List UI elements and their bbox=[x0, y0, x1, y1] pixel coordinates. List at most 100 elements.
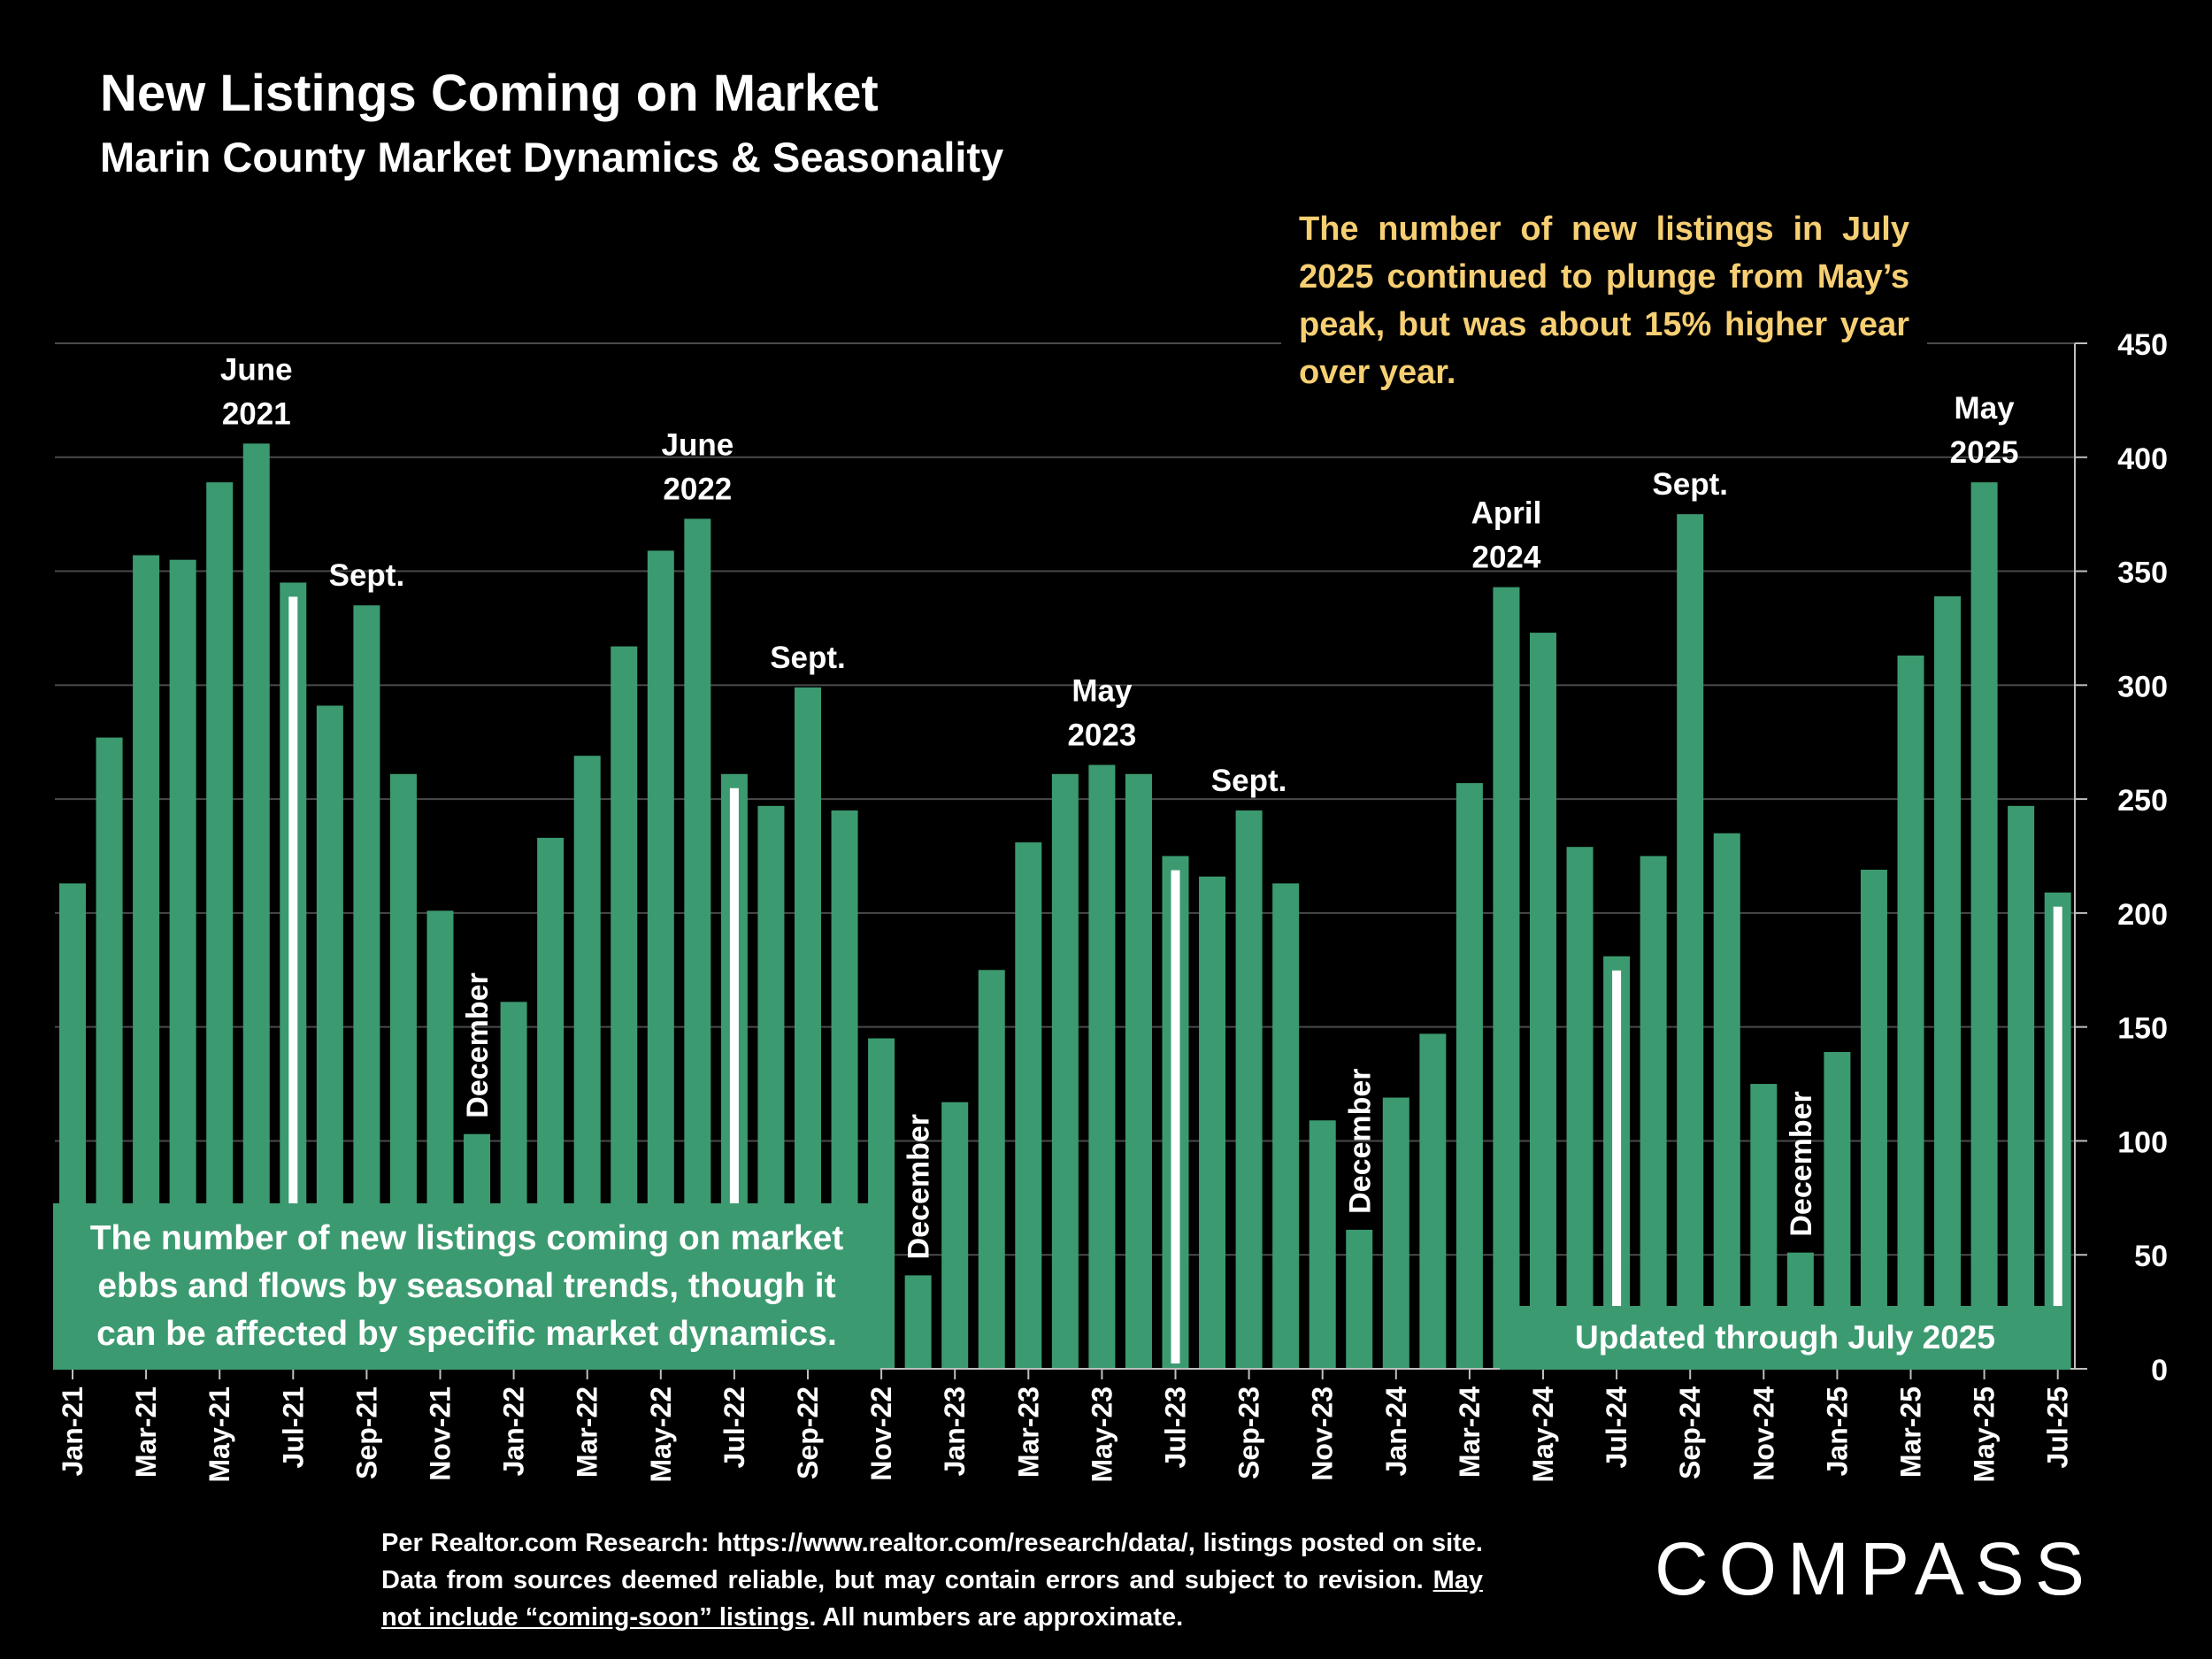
bar-Apr-24 bbox=[1493, 587, 1520, 1369]
x-tick-label-Sep-22: Sep-22 bbox=[792, 1386, 824, 1479]
y-tick-label-100: 100 bbox=[2117, 1125, 2168, 1159]
annotation-Dec-23: December bbox=[1343, 1068, 1377, 1213]
page-title: New Listings Coming on Market bbox=[100, 65, 879, 122]
updated-label: Updated through July 2025 bbox=[1500, 1306, 2070, 1370]
x-tick-label-May-24: May-24 bbox=[1527, 1386, 1559, 1483]
footnote-underlined: May not include “coming-soon” listings bbox=[381, 1566, 1483, 1632]
annotation-May-23-line-0: May bbox=[1071, 673, 1133, 708]
annotation-Dec-22: December bbox=[902, 1114, 936, 1259]
bar-Jun-24 bbox=[1566, 847, 1594, 1369]
x-tick-label-Jul-25: Jul-25 bbox=[2042, 1386, 2074, 1468]
annotation-Jun-22-line-0: June bbox=[661, 427, 733, 462]
highlight-stripe-Jul-22 bbox=[729, 787, 739, 1363]
bar-Oct-24 bbox=[1713, 833, 1740, 1369]
x-tick-label-Jul-24: Jul-24 bbox=[1601, 1386, 1632, 1469]
bar-May-23 bbox=[1088, 764, 1116, 1369]
y-tick-label-350: 350 bbox=[2117, 557, 2168, 590]
annotation-May-25-line-0: May bbox=[1955, 391, 2016, 426]
annotation-Apr-24-line-1: 2024 bbox=[1472, 541, 1541, 575]
bar-Oct-23 bbox=[1272, 883, 1300, 1369]
x-tick-label-Jan-21: Jan-21 bbox=[57, 1386, 88, 1476]
annotation-Dec-24: December bbox=[1785, 1091, 1818, 1236]
x-tick-label-Mar-25: Mar-25 bbox=[1895, 1386, 1927, 1478]
y-tick-label-400: 400 bbox=[2117, 442, 2168, 476]
bar-Aug-23 bbox=[1199, 876, 1226, 1369]
x-tick-label-May-23: May-23 bbox=[1086, 1386, 1118, 1483]
axes: 0 50 100 150 200 250 300 350 400 450 Jan-21 Mar-21 M… bbox=[55, 328, 2168, 1483]
bar-Dec-22 bbox=[904, 1275, 932, 1369]
annotation-Apr-24-line-0: April bbox=[1471, 496, 1542, 531]
bar-May-25 bbox=[1970, 482, 1998, 1369]
seasonality-note: The number of new listings coming on mar… bbox=[53, 1203, 880, 1370]
bar-Jan-24 bbox=[1382, 1097, 1409, 1369]
x-tick-label-Jul-21: Jul-21 bbox=[277, 1386, 309, 1468]
x-tick-label-Jul-22: Jul-22 bbox=[718, 1386, 750, 1468]
x-tick-label-Sep-24: Sep-24 bbox=[1674, 1386, 1706, 1479]
bar-Feb-25 bbox=[1860, 869, 1887, 1369]
page-subtitle: Marin County Market Dynamics & Seasonali… bbox=[100, 134, 1004, 180]
x-tick-label-Jan-24: Jan-24 bbox=[1380, 1386, 1412, 1477]
x-tick-label-Jan-23: Jan-23 bbox=[939, 1386, 971, 1476]
bar-Mar-23 bbox=[1015, 842, 1042, 1369]
annotation-Jun-22-line-1: 2022 bbox=[663, 472, 732, 506]
compass-logo: COMPASS bbox=[1655, 1527, 2095, 1610]
y-tick-label-300: 300 bbox=[2117, 670, 2168, 703]
x-tick-label-Jan-22: Jan-22 bbox=[498, 1386, 530, 1476]
bar-Jan-23 bbox=[941, 1102, 969, 1369]
footnote-text-2: . All numbers are approximate. bbox=[809, 1603, 1184, 1632]
x-tick-label-Sep-23: Sep-23 bbox=[1233, 1386, 1265, 1479]
x-tick-label-Nov-21: Nov-21 bbox=[425, 1386, 457, 1481]
x-tick-label-Nov-23: Nov-23 bbox=[1307, 1386, 1339, 1481]
x-tick-label-May-22: May-22 bbox=[645, 1386, 677, 1483]
bar-Jun-25 bbox=[2008, 805, 2035, 1369]
bar-Feb-24 bbox=[1419, 1033, 1447, 1369]
bar-Nov-23 bbox=[1309, 1120, 1336, 1369]
annotation-Sep-22-line-0: Sept. bbox=[770, 641, 846, 675]
callout-july-2025: The number of new listings in July 2025 … bbox=[1281, 205, 1927, 396]
footnote-text-1: Per Realtor.com Research: https://www.re… bbox=[381, 1529, 1483, 1594]
highlight-stripe-Jul-24 bbox=[1612, 970, 1622, 1363]
bar-Jun-23 bbox=[1125, 773, 1152, 1369]
annotations: June 2021 Sept. December June 2022 Sept. Decemb… bbox=[220, 352, 2019, 1259]
bar-May-24 bbox=[1530, 633, 1556, 1369]
x-tick-label-Mar-24: Mar-24 bbox=[1454, 1386, 1486, 1478]
y-tick-label-150: 150 bbox=[2117, 1012, 2168, 1046]
highlight-stripe-Jul-21 bbox=[288, 596, 298, 1363]
y-tick-label-250: 250 bbox=[2117, 784, 2168, 818]
bar-Apr-25 bbox=[1934, 595, 1962, 1369]
x-tick-label-Mar-21: Mar-21 bbox=[130, 1386, 162, 1478]
highlight-stripe-Jul-23 bbox=[1171, 870, 1180, 1363]
annotation-May-23-line-1: 2023 bbox=[1067, 718, 1136, 752]
x-tick-label-Sep-21: Sep-21 bbox=[350, 1386, 382, 1479]
bar-Aug-24 bbox=[1640, 856, 1667, 1369]
annotation-May-25-line-1: 2025 bbox=[1950, 435, 2019, 470]
source-footnote: Per Realtor.com Research: https://www.re… bbox=[381, 1525, 1483, 1636]
y-tick-label-0: 0 bbox=[2151, 1354, 2168, 1387]
x-tick-label-Nov-24: Nov-24 bbox=[1747, 1386, 1779, 1481]
y-tick-label-450: 450 bbox=[2117, 328, 2168, 362]
x-tick-label-Nov-22: Nov-22 bbox=[865, 1386, 897, 1481]
annotation-Sep-24-line-0: Sept. bbox=[1652, 467, 1728, 502]
annotation-Sep-21-line-0: Sept. bbox=[329, 558, 405, 593]
bar-Feb-23 bbox=[978, 970, 1005, 1369]
x-tick-label-Jan-25: Jan-25 bbox=[1821, 1386, 1853, 1476]
bar-Sep-24 bbox=[1677, 514, 1704, 1369]
x-tick-label-Jul-23: Jul-23 bbox=[1160, 1386, 1192, 1468]
x-tick-label-May-21: May-21 bbox=[204, 1386, 235, 1483]
x-tick-label-May-25: May-25 bbox=[1969, 1386, 2001, 1483]
annotation-Sep-23-line-0: Sept. bbox=[1211, 764, 1287, 798]
bar-Sep-23 bbox=[1235, 810, 1263, 1369]
bar-Dec-23 bbox=[1346, 1229, 1373, 1369]
bar-Mar-24 bbox=[1455, 783, 1483, 1369]
highlight-stripe-Jul-25 bbox=[2053, 906, 2062, 1363]
annotation-Jun-21-line-1: 2021 bbox=[222, 396, 291, 431]
y-tick-label-200: 200 bbox=[2117, 898, 2168, 932]
bar-Apr-23 bbox=[1051, 773, 1079, 1369]
y-tick-label-50: 50 bbox=[2134, 1240, 2168, 1273]
x-tick-label-Mar-23: Mar-23 bbox=[1012, 1386, 1044, 1478]
x-tick-label-Mar-22: Mar-22 bbox=[572, 1386, 603, 1478]
bar-Mar-25 bbox=[1897, 655, 1924, 1369]
annotation-Jun-21-line-0: June bbox=[220, 352, 293, 387]
annotation-Dec-21: December bbox=[461, 972, 495, 1118]
